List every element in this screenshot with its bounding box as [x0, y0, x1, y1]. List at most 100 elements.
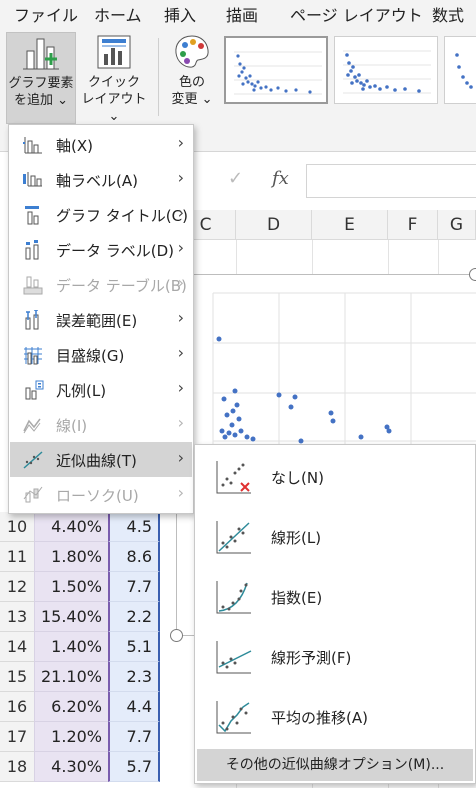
quick-layout-icon	[97, 35, 131, 69]
cell-value[interactable]: 4.5	[108, 512, 160, 542]
cell-rate[interactable]: 21.10%	[34, 662, 108, 692]
trendline-none-icon	[216, 461, 251, 494]
chart-style-2[interactable]	[334, 36, 438, 104]
cell-rate[interactable]: 6.20%	[34, 692, 108, 722]
menu-item-data-labels[interactable]: データ ラベル(D) ›	[10, 232, 192, 267]
formula-input[interactable]	[306, 164, 476, 198]
cell-rate[interactable]: 1.80%	[34, 542, 108, 572]
menu-item-label: データ テーブル(B)	[56, 277, 187, 295]
ribbon-separator	[158, 38, 159, 116]
cell-rate[interactable]: 4.30%	[34, 752, 108, 782]
insert-function-button[interactable]: fx	[272, 168, 289, 189]
cell-rate[interactable]: 1.50%	[34, 572, 108, 602]
more-trendline-options-button[interactable]: その他の近似曲線オプション(M)...	[197, 749, 473, 781]
menu-item-error-bars[interactable]: 誤差範囲(E) ›	[10, 302, 192, 337]
cell-value[interactable]: 2.3	[108, 662, 160, 692]
column-header-d[interactable]: D	[236, 210, 312, 240]
row-header[interactable]: 11	[0, 542, 34, 572]
add-chart-element-button[interactable]: グラフ要素 を追加 ⌄	[6, 32, 76, 124]
chevron-right-icon: ›	[177, 133, 184, 152]
menu-item-gridlines[interactable]: 目盛線(G) ›	[10, 337, 192, 372]
up-down-bars-icon	[23, 486, 43, 503]
cell-rate[interactable]: 4.40%	[34, 512, 108, 542]
add-chart-element-line1: グラフ要素	[8, 76, 74, 91]
row-header[interactable]: 18	[0, 752, 34, 782]
axis-title-icon	[23, 172, 42, 187]
cell-rate[interactable]: 15.40%	[34, 602, 108, 632]
chevron-right-icon: ›	[177, 448, 184, 467]
row-header[interactable]: 14	[0, 632, 34, 662]
cell-value[interactable]: 7.7	[108, 722, 160, 752]
trendline-exponential-label: 指数(E)	[271, 589, 323, 607]
ribbon-tab-bar: ファイル ホーム 挿入 描画 ページ レイアウト 数式	[0, 0, 476, 28]
menu-item-trendline[interactable]: 近似曲線(T) ›	[10, 442, 192, 477]
chart-styles-gallery	[222, 36, 476, 106]
tab-page-layout[interactable]: ページ レイアウト	[290, 6, 423, 25]
quick-layout-button[interactable]: クイック レイアウト ⌄	[78, 32, 150, 124]
chart-resize-handle[interactable]	[170, 629, 183, 642]
chevron-right-icon: ›	[177, 308, 184, 327]
data-table-icon	[23, 276, 43, 295]
row-header[interactable]: 13	[0, 602, 34, 632]
tab-home[interactable]: ホーム	[94, 6, 142, 25]
chevron-right-icon: ›	[177, 483, 184, 502]
column-header-g[interactable]: G	[438, 210, 476, 240]
menu-item-lines[interactable]: 線(I) ›	[10, 407, 192, 442]
chart-style-3[interactable]	[444, 36, 476, 104]
trendline-moving-average-label: 平均の推移(A)	[271, 709, 368, 727]
enter-icon[interactable]: ✓	[228, 168, 244, 189]
trendline-linear-icon	[216, 521, 251, 554]
trendline-linear-forecast-icon	[216, 641, 252, 674]
trendline-linear-forecast-option[interactable]: 線形予測(F)	[195, 627, 475, 687]
axes-icon	[23, 137, 42, 154]
chart-style-1[interactable]	[224, 36, 328, 104]
cell-value[interactable]: 2.2	[108, 602, 160, 632]
menu-item-legend[interactable]: 凡例(L) ›	[10, 372, 192, 407]
cell-value[interactable]: 4.4	[108, 692, 160, 722]
menu-item-up-down-bars[interactable]: ローソク(U) ›	[10, 477, 192, 512]
cell-rate[interactable]: 1.40%	[34, 632, 108, 662]
trendline-icon	[23, 451, 43, 469]
tab-insert[interactable]: 挿入	[164, 6, 197, 25]
chevron-right-icon: ›	[177, 168, 184, 187]
chart-title-icon	[25, 206, 39, 225]
trendline-none-option[interactable]: なし(N)	[195, 447, 475, 507]
menu-item-label: 線(I)	[56, 417, 88, 435]
cell-value[interactable]: 5.7	[108, 752, 160, 782]
trendline-moving-average-option[interactable]: 平均の推移(A)	[195, 687, 475, 747]
menu-item-chart-title[interactable]: グラフ タイトル(C) ›	[10, 197, 192, 232]
trendline-exponential-option[interactable]: 指数(E)	[195, 567, 475, 627]
tab-file[interactable]: ファイル	[14, 6, 79, 25]
menu-item-axes[interactable]: 軸(X) ›	[10, 127, 192, 162]
chart-style-thumbnail-icon	[234, 51, 322, 95]
menu-item-axis-titles[interactable]: 軸ラベル(A) ›	[10, 162, 192, 197]
row-header[interactable]: 17	[0, 722, 34, 752]
add-chart-element-line2: を追加 ⌄	[13, 93, 69, 108]
cell-rate[interactable]: 1.20%	[34, 722, 108, 752]
column-header-f[interactable]: F	[388, 210, 438, 240]
menu-item-label: ローソク(U)	[56, 487, 139, 505]
row-header[interactable]: 16	[0, 692, 34, 722]
menu-item-data-table[interactable]: データ テーブル(B) ›	[10, 267, 192, 302]
chart-resize-handle[interactable]	[469, 268, 476, 281]
tab-formulas[interactable]: 数式	[432, 6, 465, 25]
chevron-right-icon: ›	[177, 203, 184, 222]
change-colors-button[interactable]: 色の 変更 ⌄	[164, 32, 220, 124]
cell-value[interactable]: 8.6	[108, 542, 160, 572]
trendline-linear-option[interactable]: 線形(L)	[195, 507, 475, 567]
row-header[interactable]: 12	[0, 572, 34, 602]
tab-draw[interactable]: 描画	[226, 6, 259, 25]
cell-value[interactable]: 7.7	[108, 572, 160, 602]
column-header-e[interactable]: E	[312, 210, 388, 240]
menu-item-label: データ ラベル(D)	[56, 242, 175, 260]
chart-style-thumbnail-icon	[455, 53, 473, 89]
menu-item-label: 目盛線(G)	[56, 347, 125, 365]
gridlines-icon	[24, 347, 42, 365]
chevron-right-icon: ›	[177, 273, 184, 292]
add-chart-element-menu: 軸(X) › 軸ラベル(A) › グラフ タイトル(C) › データ ラベル(D) › …	[8, 124, 194, 514]
row-header[interactable]: 15	[0, 662, 34, 692]
row-header[interactable]: 10	[0, 512, 34, 542]
chevron-right-icon: ›	[177, 378, 184, 397]
lines-icon	[23, 418, 41, 434]
cell-value[interactable]: 5.1	[108, 632, 160, 662]
